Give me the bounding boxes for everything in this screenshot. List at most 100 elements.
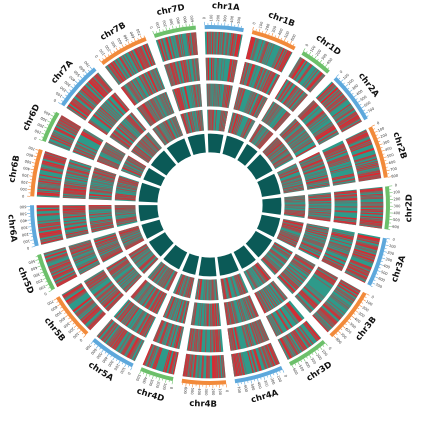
tick-label: 500: [19, 211, 27, 215]
tick-mark: [42, 137, 44, 138]
tick-label: 200: [21, 232, 29, 237]
tick-mark: [128, 366, 129, 368]
track-segment: [208, 133, 224, 154]
tick-mark: [156, 377, 157, 379]
tick-mark: [100, 348, 101, 349]
tick-mark: [83, 75, 84, 76]
tick-label: 100: [377, 126, 386, 133]
tick-label: 0: [328, 346, 333, 351]
tick-label: 500: [393, 218, 401, 223]
tick-label: 700: [390, 167, 398, 172]
tick-label: 200: [35, 278, 44, 285]
tick-label: 100: [22, 239, 30, 244]
tick-label: 0: [169, 386, 174, 390]
tick-mark: [348, 88, 349, 89]
tick-label: 200: [36, 122, 45, 129]
tick-label: 0: [21, 194, 24, 198]
tick-label: 300: [32, 272, 41, 279]
tick-label: 800: [335, 337, 343, 345]
tick-label: 0: [202, 16, 206, 19]
tick-label: 600: [290, 33, 297, 42]
tick-label: 100: [365, 300, 374, 307]
chromosome-label-chr6A: chr6A: [5, 214, 18, 243]
tick-label: 400: [176, 16, 181, 24]
tick-label: 700: [27, 145, 35, 151]
tick-mark: [32, 246, 35, 247]
tick-label: 100: [389, 244, 397, 250]
tick-mark: [68, 318, 69, 319]
tick-label: 0: [43, 291, 48, 296]
tick-label: 500: [360, 94, 369, 102]
tick-label: 300: [20, 225, 28, 230]
tick-label: 400: [197, 388, 201, 396]
tick-mark: [74, 84, 75, 85]
tick-mark: [111, 356, 112, 358]
tick-mark: [269, 33, 270, 35]
tick-label: 0: [283, 374, 288, 378]
tick-label: 100: [55, 90, 63, 98]
tick-mark: [132, 41, 133, 43]
tick-label: 600: [25, 152, 33, 158]
tick-mark: [356, 99, 357, 100]
tick-label: 400: [43, 109, 52, 116]
tick-mark: [126, 44, 127, 46]
tick-label: 400: [141, 376, 147, 384]
tick-label: 700: [367, 106, 376, 113]
tick-label: 300: [263, 380, 269, 388]
tick-label: 400: [101, 356, 109, 365]
tick-label: 100: [309, 44, 317, 53]
chromosome-label-chr4A: chr4A: [250, 388, 280, 405]
tick-mark: [350, 319, 351, 320]
tick-label: 0: [339, 69, 344, 74]
tick-mark: [108, 54, 109, 55]
tick-mark: [280, 371, 281, 373]
tick-mark: [120, 47, 121, 49]
chromosome-label-chr7D: chr7D: [156, 3, 186, 18]
tick-mark: [376, 135, 378, 136]
tick-mark: [77, 328, 78, 329]
tick-mark: [82, 333, 83, 334]
tick-label: 500: [284, 30, 291, 39]
tick-mark: [293, 44, 294, 46]
tick-mark: [64, 313, 65, 314]
tick-label: 100: [33, 128, 42, 135]
tick-mark: [361, 302, 363, 303]
tick-label: 400: [116, 36, 123, 45]
tick-label: 300: [223, 14, 228, 22]
tick-label: 0: [305, 43, 310, 48]
tick-mark: [48, 287, 50, 288]
tick-label: 300: [357, 311, 365, 319]
tick-mark: [143, 372, 144, 374]
chromosome-label-chr7B: chr7B: [99, 21, 128, 43]
tick-mark: [358, 308, 359, 309]
tick-mark: [352, 93, 353, 94]
tick-mark: [262, 31, 263, 33]
tick-label: 100: [321, 349, 329, 357]
tick-label: 400: [278, 27, 285, 36]
tick-mark: [379, 267, 381, 268]
ideogram-band-chr4B: [182, 379, 227, 385]
chromosome-label-chr4D: chr4D: [135, 386, 165, 404]
tick-label: 0: [94, 54, 99, 59]
tick-mark: [65, 95, 66, 96]
tick-mark: [83, 335, 85, 337]
tick-mark: [345, 324, 346, 325]
track-segment: [199, 256, 217, 277]
tick-mark: [156, 31, 157, 33]
tick-label: 400: [383, 264, 391, 270]
tick-label: 700: [84, 343, 92, 351]
tick-label: 200: [380, 133, 389, 140]
tick-mark: [336, 333, 337, 334]
tick-label: 0: [395, 183, 398, 187]
tick-label: 700: [83, 59, 91, 67]
tick-mark: [343, 83, 344, 84]
tick-label: 600: [129, 30, 136, 39]
density-stripe: [210, 32, 211, 55]
tick-mark: [39, 139, 42, 140]
tick-mark: [306, 51, 307, 53]
tick-label: 800: [391, 174, 399, 179]
tick-label: 0: [78, 338, 83, 343]
tick-mark: [60, 307, 61, 308]
tick-label: 400: [22, 166, 30, 171]
tick-mark: [317, 59, 318, 60]
